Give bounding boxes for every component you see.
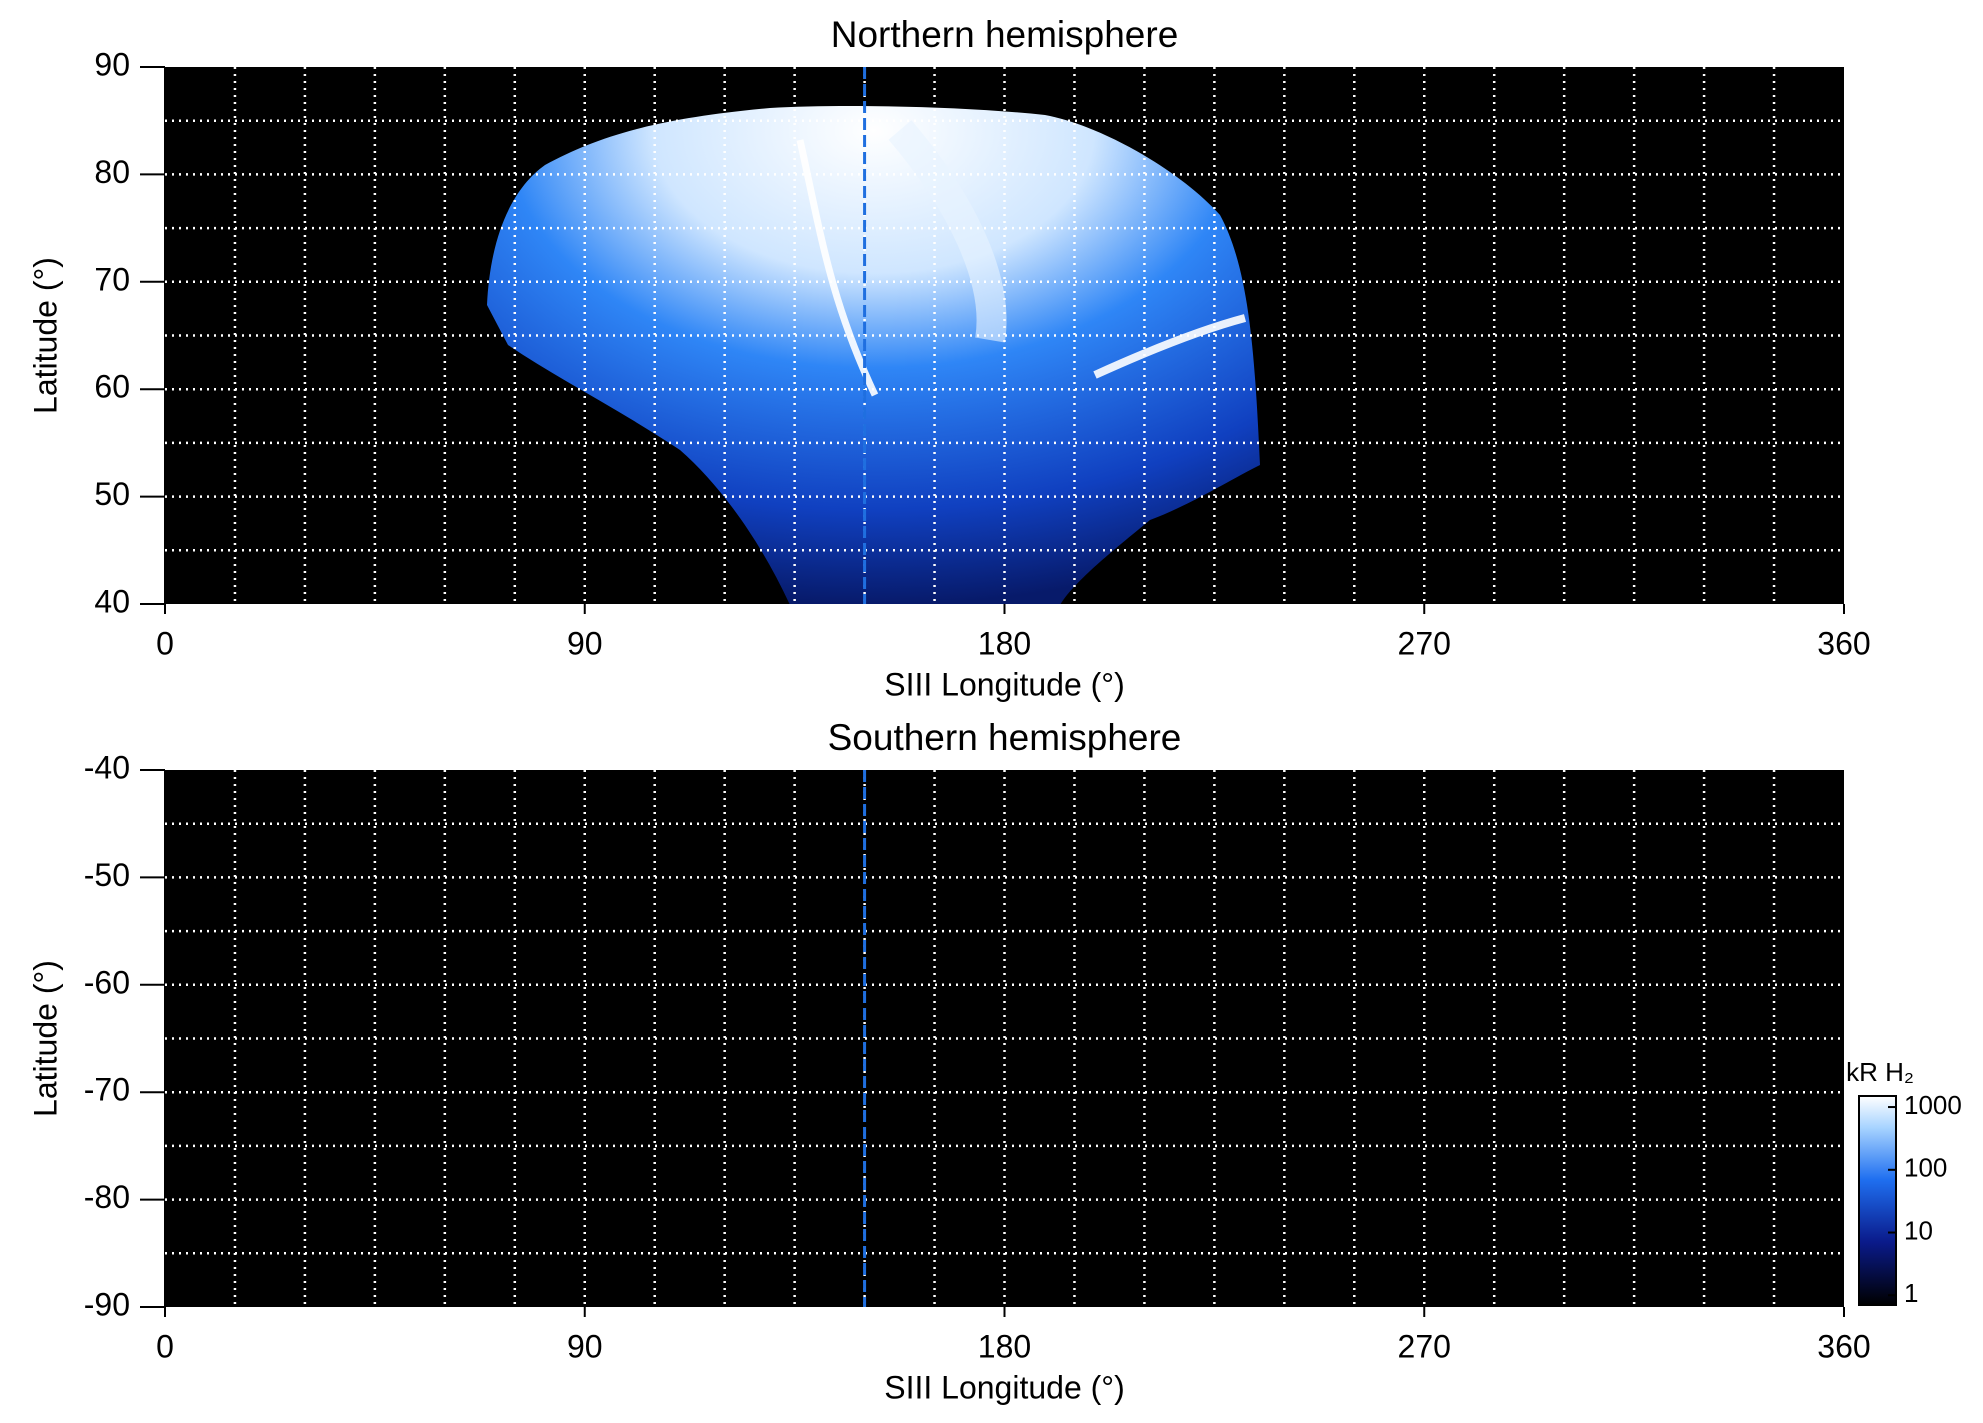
x-tick-label: 360 — [1817, 625, 1870, 661]
y-tick-label: 60 — [94, 369, 130, 405]
y-tick-label: -90 — [84, 1286, 130, 1322]
y-tick-label: -50 — [84, 857, 130, 893]
x-tick-label: 90 — [567, 625, 603, 661]
colorbar-label: kR H₂ — [1846, 1057, 1914, 1087]
x-tick-label: 270 — [1398, 625, 1451, 661]
y-axis-label: Latitude (°) — [27, 257, 63, 414]
y-tick-label: 70 — [94, 261, 130, 297]
colorbar-tick-label: 10 — [1904, 1215, 1933, 1245]
colorbar-tick-label: 1 — [1904, 1278, 1918, 1308]
y-tick-label: 80 — [94, 154, 130, 190]
x-axis-label: SIII Longitude (°) — [884, 666, 1124, 702]
y-tick-label: -70 — [84, 1072, 130, 1108]
aurora-region — [487, 106, 1260, 604]
y-axis-label: Latitude (°) — [27, 960, 63, 1117]
plot-background — [165, 770, 1844, 1307]
y-tick-label: 50 — [94, 476, 130, 512]
aurora-arc — [796, 139, 879, 397]
x-tick-label: 270 — [1398, 1328, 1451, 1364]
x-tick-label: 0 — [156, 1328, 174, 1364]
y-tick-label: -40 — [84, 749, 130, 785]
aurora-image — [487, 106, 1260, 604]
y-tick-label: 40 — [94, 583, 130, 619]
x-tick-label: 180 — [978, 1328, 1031, 1364]
colorbar-tick-label: 1000 — [1904, 1090, 1962, 1120]
x-tick-label: 0 — [156, 625, 174, 661]
chart-title: Southern hemisphere — [828, 717, 1182, 758]
y-tick-label: 90 — [94, 46, 130, 82]
aurora-arc — [1093, 314, 1247, 379]
x-tick-label: 360 — [1817, 1328, 1870, 1364]
colorbar — [1858, 1095, 1897, 1306]
colorbar-tick-label: 100 — [1904, 1153, 1947, 1183]
overlay: kR H₂ 1 10 100 1000 — [165, 67, 1962, 1308]
y-tick-label: -80 — [84, 1179, 130, 1215]
aurora-arc — [888, 120, 1007, 343]
x-tick-label: 180 — [978, 625, 1031, 661]
y-tick-label: -60 — [84, 964, 130, 1000]
x-tick-label: 90 — [567, 1328, 603, 1364]
chart-title: Northern hemisphere — [831, 14, 1179, 55]
x-axis-label: SIII Longitude (°) — [884, 1369, 1124, 1405]
